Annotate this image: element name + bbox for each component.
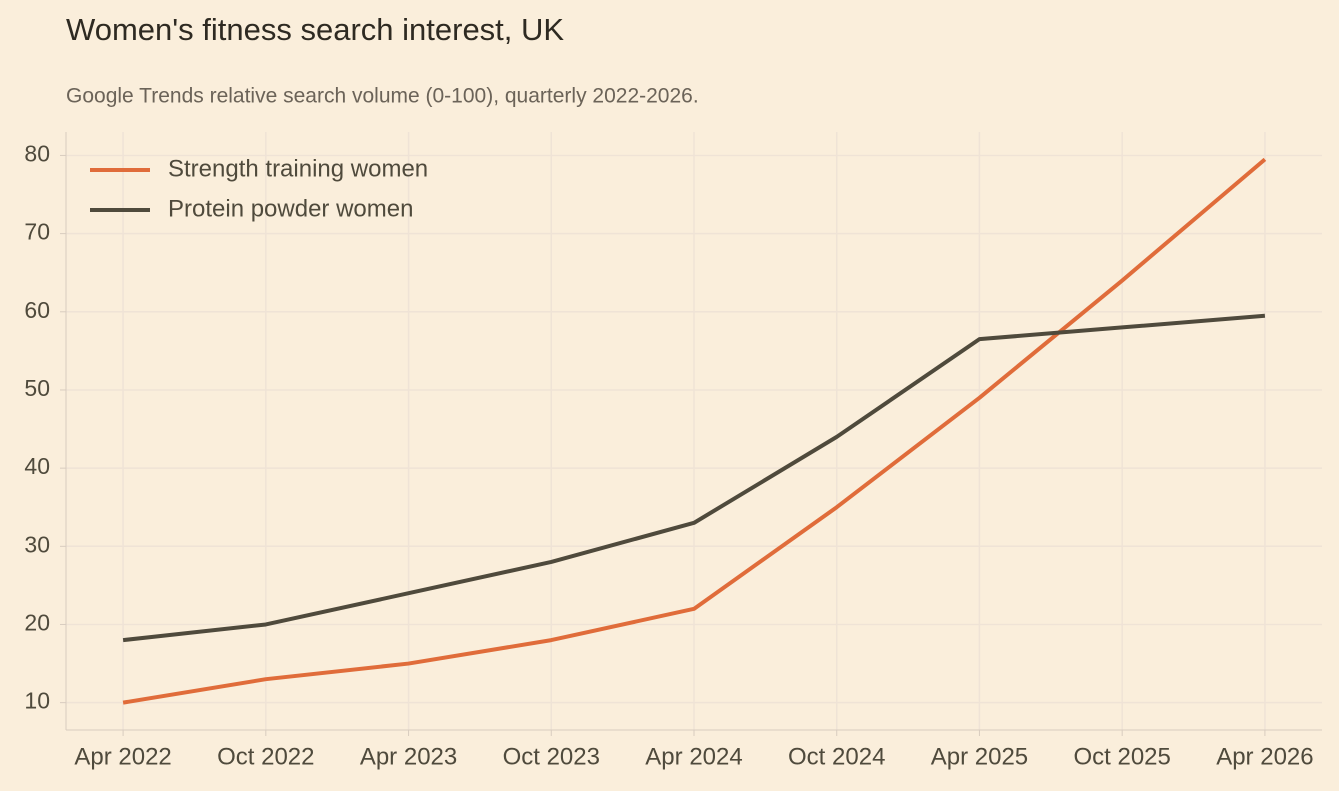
- x-tick-label: Oct 2025: [1073, 743, 1170, 770]
- x-tick-label: Apr 2025: [931, 743, 1028, 770]
- y-tick-label: 80: [24, 141, 50, 167]
- x-tick-label: Oct 2024: [788, 743, 885, 770]
- y-tick-label: 60: [24, 297, 50, 323]
- x-tick-label: Apr 2023: [360, 743, 457, 770]
- x-tick-label: Oct 2023: [503, 743, 600, 770]
- y-tick-label: 40: [24, 453, 50, 479]
- x-tick-label: Apr 2022: [74, 743, 171, 770]
- legend-label: Strength training women: [168, 155, 428, 182]
- series-line: [122, 313, 1266, 643]
- y-tick-label: 20: [24, 610, 50, 636]
- y-tick-label: 30: [24, 531, 50, 557]
- legend-label: Protein powder women: [168, 195, 413, 222]
- x-tick-label: Oct 2022: [217, 743, 314, 770]
- y-tick-label: 70: [24, 219, 50, 245]
- x-tick-label: Apr 2024: [645, 743, 742, 770]
- x-tick-label: Apr 2026: [1216, 743, 1313, 770]
- chart-title: Women's fitness search interest, UK: [66, 12, 564, 47]
- y-tick-label: 10: [24, 688, 50, 714]
- chart-subtitle: Google Trends relative search volume (0-…: [66, 85, 699, 108]
- series-line: [122, 157, 1267, 705]
- y-tick-label: 50: [24, 375, 50, 401]
